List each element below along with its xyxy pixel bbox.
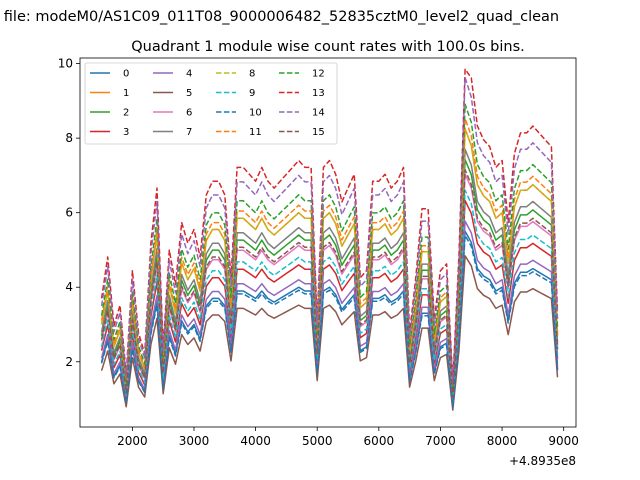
series-line-4: [100, 220, 559, 406]
legend-label-3: 3: [123, 127, 129, 138]
suptitle: n file: modeM0/AS1C09_011T08_9000006482_…: [0, 9, 559, 25]
y-tick-label: 10: [58, 57, 73, 71]
legend-label-13: 13: [312, 88, 325, 99]
y-tick-label: 8: [65, 131, 73, 145]
chart-title: Quadrant 1 module wise count rates with …: [131, 39, 525, 55]
legend-label-7: 7: [186, 127, 192, 138]
legend-label-4: 4: [186, 69, 192, 80]
x-axis: 2000 3000 4000 5000 6000 7000 8000 9000: [117, 427, 579, 448]
legend-label-9: 9: [249, 88, 255, 99]
legend-label-12: 12: [312, 69, 325, 80]
legend-label-11: 11: [249, 127, 262, 138]
legend-label-1: 1: [123, 88, 129, 99]
x-tick-label: 9000: [548, 434, 579, 448]
legend-label-5: 5: [186, 88, 192, 99]
legend-label-8: 8: [249, 69, 255, 80]
series-line-12: [100, 103, 559, 389]
series-layer: [100, 68, 559, 411]
legend-label-14: 14: [312, 108, 325, 119]
series-line-10: [100, 234, 559, 408]
y-axis: 2 4 6 8 10: [58, 57, 80, 369]
x-offset-label: +4.8935e8: [509, 454, 576, 468]
series-line-9: [100, 189, 559, 402]
x-tick-label: 2000: [117, 434, 148, 448]
y-tick-label: 4: [65, 280, 73, 294]
legend-label-10: 10: [249, 108, 262, 119]
axes-frame: [79, 57, 577, 428]
legend-label-2: 2: [123, 108, 129, 119]
series-line-14: [100, 76, 559, 385]
x-tick-label: 6000: [364, 434, 395, 448]
legend-label-0: 0: [123, 69, 129, 80]
series-line-7: [100, 148, 559, 396]
y-tick-label: 2: [65, 355, 73, 369]
legend-label-15: 15: [312, 127, 325, 138]
legend-label-6: 6: [186, 108, 192, 119]
x-tick-label: 3000: [179, 434, 210, 448]
y-tick-label: 6: [65, 206, 73, 220]
series-line-13: [100, 68, 559, 382]
series-line-5: [100, 255, 559, 411]
x-tick-label: 8000: [487, 434, 518, 448]
x-tick-label: 7000: [425, 434, 456, 448]
x-tick-label: 4000: [240, 434, 271, 448]
legend-frame: [84, 62, 338, 145]
x-tick-label: 5000: [302, 434, 333, 448]
series-line-15: [100, 169, 559, 399]
